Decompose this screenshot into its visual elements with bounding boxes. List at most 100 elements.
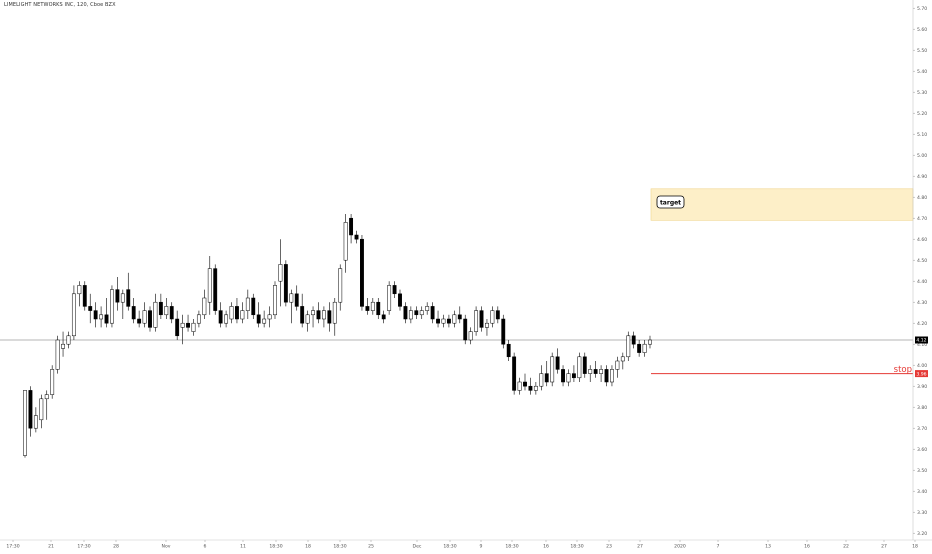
candle[interactable] [381,310,386,324]
candle[interactable] [50,365,55,399]
candle[interactable] [289,289,294,324]
candle[interactable] [158,293,163,319]
candle[interactable] [398,289,402,311]
candle[interactable] [71,285,76,340]
candle[interactable] [93,302,98,328]
candle[interactable] [88,293,93,324]
candle[interactable] [485,319,489,336]
candle[interactable] [115,277,120,311]
candle[interactable] [33,407,38,433]
candle[interactable] [207,256,212,315]
candle[interactable] [82,281,87,311]
candle[interactable] [300,293,305,328]
candle[interactable] [196,310,201,328]
candle[interactable] [506,340,511,361]
candle[interactable] [419,306,424,319]
candle[interactable] [430,302,435,324]
candle[interactable] [544,361,549,387]
candle[interactable] [533,382,538,395]
candle[interactable] [126,272,131,311]
candle[interactable] [311,306,315,328]
candle[interactable] [566,369,571,387]
candle[interactable] [615,356,620,378]
candle[interactable] [61,331,65,357]
candle[interactable] [273,281,277,319]
candle[interactable] [604,365,609,387]
candle[interactable] [501,314,506,349]
candle[interactable] [186,314,190,332]
candle[interactable] [338,264,343,311]
candle[interactable] [403,302,408,324]
candle[interactable] [620,352,625,370]
candle[interactable] [66,331,71,349]
candle[interactable] [164,298,169,319]
candle[interactable] [349,214,354,244]
candle[interactable] [104,298,109,328]
candle[interactable] [148,306,152,332]
candle[interactable] [202,289,207,319]
candle[interactable] [648,335,652,349]
candle[interactable] [626,331,631,361]
candle[interactable] [213,264,218,315]
candle[interactable] [414,306,419,319]
candle[interactable] [387,281,392,315]
candle[interactable] [283,260,288,307]
candle[interactable] [99,306,104,328]
candle[interactable] [463,314,468,345]
candle[interactable] [468,327,473,345]
candle[interactable] [642,340,647,357]
candle[interactable] [191,319,196,336]
candle[interactable] [474,306,479,336]
candle[interactable] [77,281,82,307]
candle[interactable] [593,361,598,378]
candle[interactable] [561,365,565,387]
candle[interactable] [229,302,234,324]
candle[interactable] [376,298,381,319]
candle[interactable] [446,314,451,328]
candle[interactable] [278,239,283,307]
candle[interactable] [240,302,245,324]
candle[interactable] [571,365,576,382]
candle[interactable] [321,306,326,328]
candle[interactable] [457,306,462,324]
candle[interactable] [490,306,495,328]
candle[interactable] [28,386,33,437]
candle[interactable] [235,298,239,324]
candle[interactable] [153,293,158,332]
candle[interactable] [245,289,250,319]
candle[interactable] [631,331,636,349]
candle[interactable] [392,281,397,298]
candle[interactable] [577,352,582,382]
candle[interactable] [495,306,500,324]
target-zone[interactable] [650,188,914,221]
candle[interactable] [256,302,261,328]
candle[interactable] [44,390,49,420]
candle[interactable] [365,298,370,315]
candle[interactable] [354,230,359,244]
candle[interactable] [436,310,440,328]
candle[interactable] [637,340,642,357]
candle[interactable] [327,302,332,332]
candle[interactable] [110,285,114,328]
candle[interactable] [169,302,174,324]
candle[interactable] [305,310,310,332]
price-axis[interactable]: 5.70 5.60 5.50 5.40 5.30 5.20 5.10 5.00 4.90 4.80… [912,0,927,540]
candle[interactable] [316,302,321,324]
candle[interactable] [332,298,337,336]
candle[interactable] [370,298,375,315]
candle[interactable] [452,310,457,328]
candle[interactable] [55,335,60,374]
candle[interactable] [550,352,555,387]
candle[interactable] [441,314,446,328]
candle[interactable] [512,352,517,395]
candle[interactable] [588,365,593,382]
candle[interactable] [251,293,256,319]
candle[interactable] [39,394,44,429]
candle[interactable] [555,348,560,374]
candle[interactable] [408,306,413,324]
candle[interactable] [294,285,299,311]
candle[interactable] [23,390,27,458]
candle[interactable] [479,306,484,332]
candle[interactable] [582,352,587,378]
